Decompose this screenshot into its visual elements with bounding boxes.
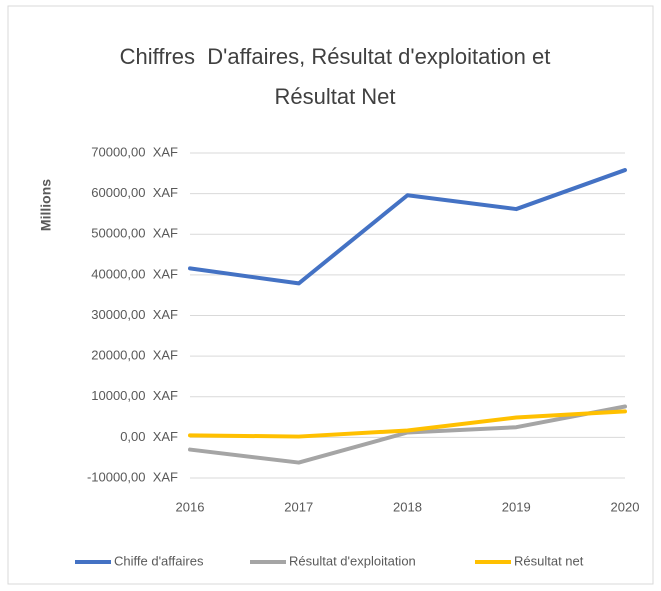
chart-title: Chiffres D'affaires, Résultat d'exploita… <box>120 44 551 69</box>
x-tick-label: 2018 <box>393 499 422 514</box>
y-tick-label: 40000,00 XAF <box>91 266 178 281</box>
series-line <box>188 404 627 465</box>
x-tick-label: 2019 <box>502 499 531 514</box>
x-tick-label: 2017 <box>284 499 313 514</box>
x-tick-label: 2020 <box>611 499 640 514</box>
chart-title: Résultat Net <box>274 84 395 109</box>
y-tick-label: 20000,00 XAF <box>91 348 178 363</box>
legend-label: Résultat d'exploitation <box>289 553 416 568</box>
x-tick-label: 2016 <box>176 499 205 514</box>
series-line <box>188 409 627 439</box>
y-tick-label: 30000,00 XAF <box>91 307 178 322</box>
series-line <box>188 168 627 286</box>
chart-frame <box>7 5 654 585</box>
y-tick-label: -10000,00 XAF <box>87 469 178 484</box>
y-tick-label: 50000,00 XAF <box>91 226 178 241</box>
legend-label: Chiffe d'affaires <box>114 553 204 568</box>
y-axis-label: Millions <box>38 179 54 231</box>
y-tick-label: 0,00 XAF <box>120 429 178 444</box>
legend-label: Résultat net <box>514 553 584 568</box>
y-tick-label: 70000,00 XAF <box>91 144 178 159</box>
y-tick-label: 60000,00 XAF <box>91 185 178 200</box>
y-tick-label: 10000,00 XAF <box>91 388 178 403</box>
